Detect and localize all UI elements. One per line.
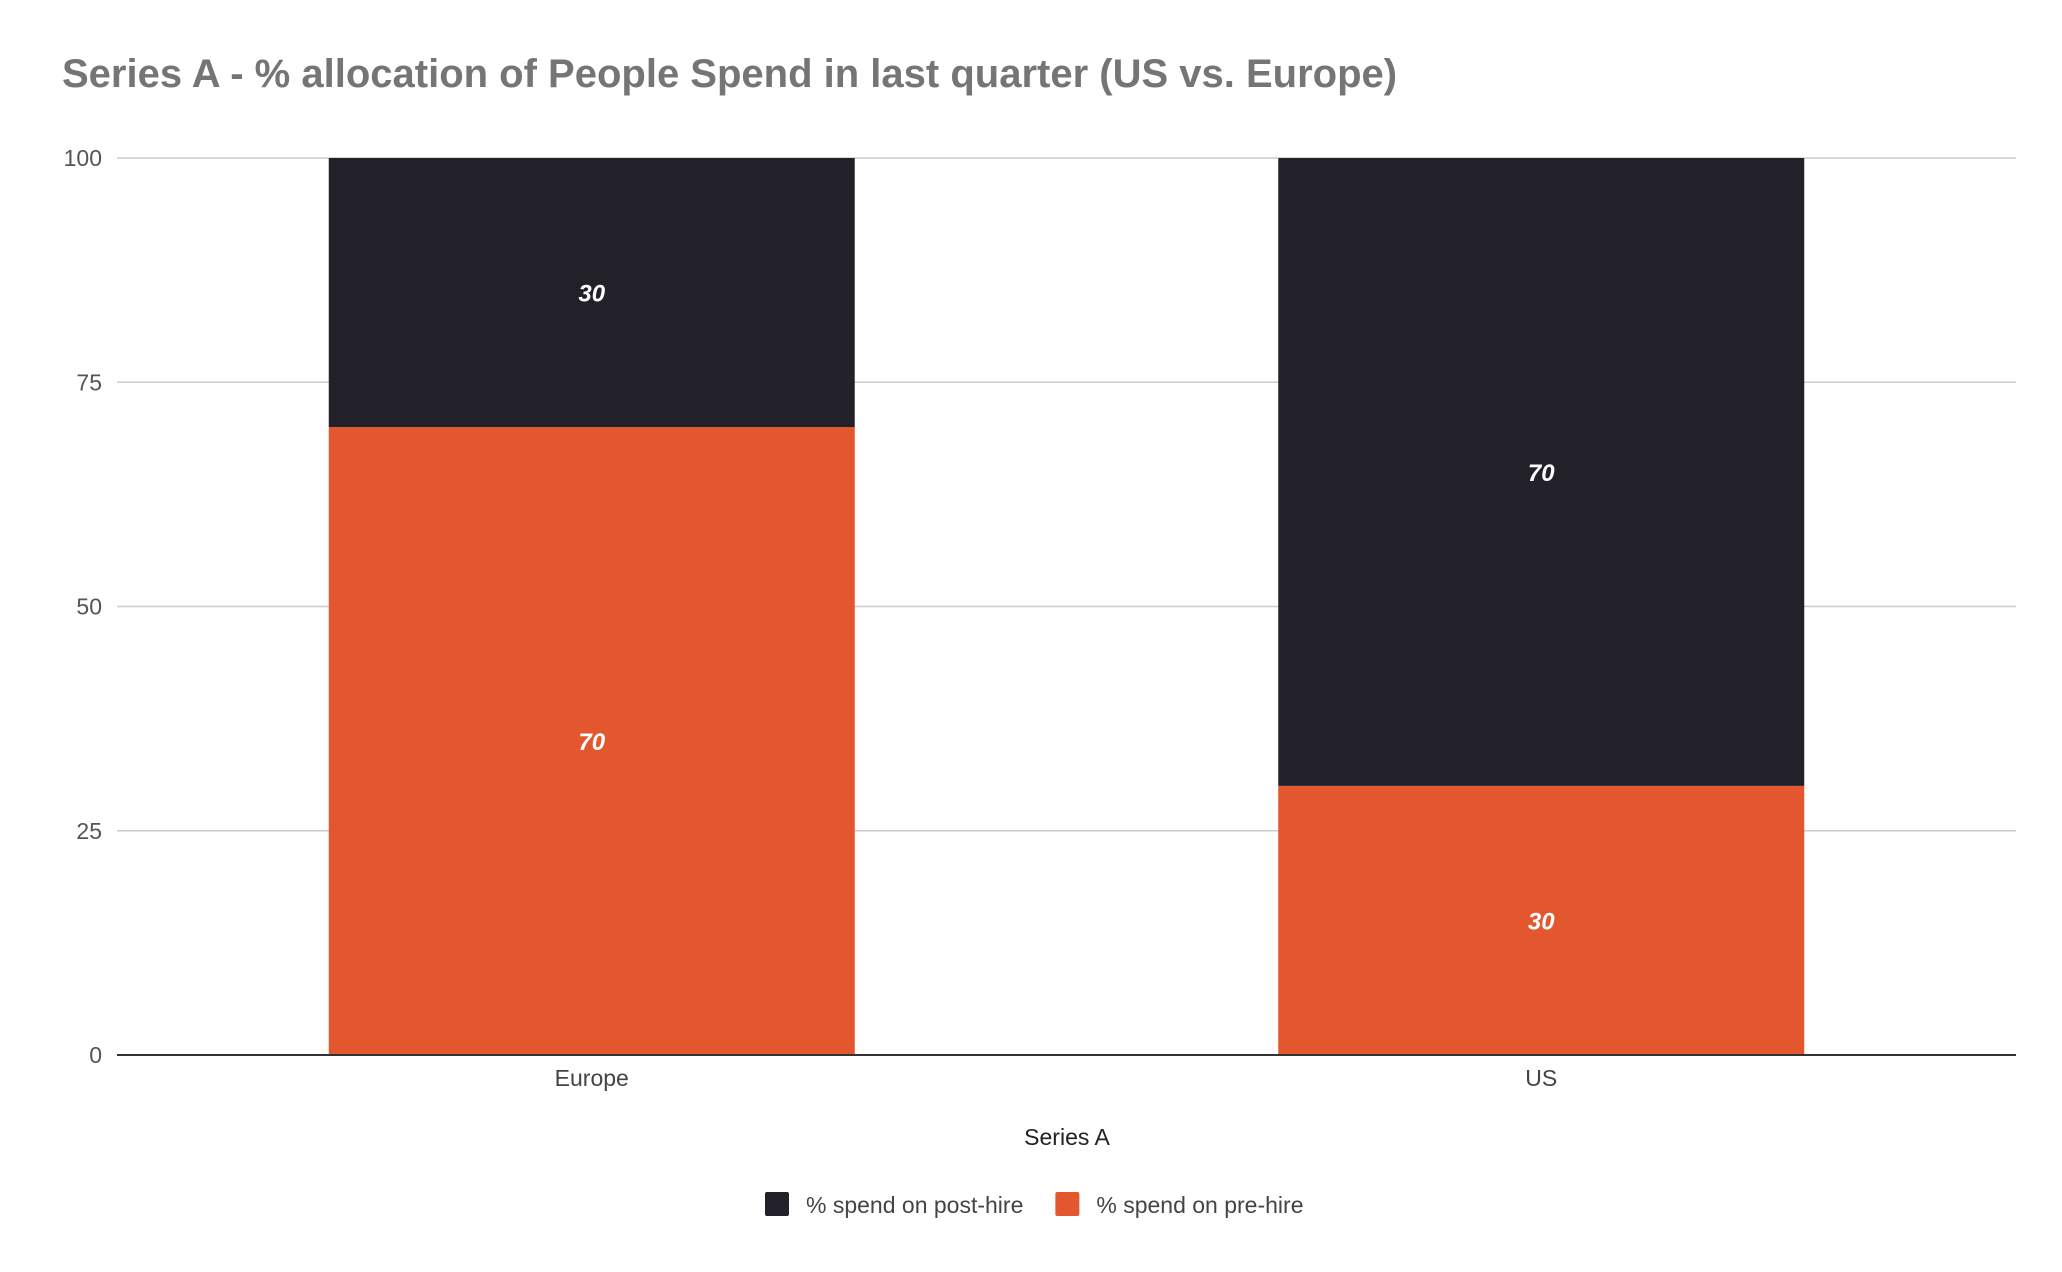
data-labels: 70 30 30 70 — [578, 281, 1555, 936]
bar-europe-post-hire — [328, 158, 855, 428]
bar-us-post-hire — [1278, 158, 1805, 786]
chart-title: Series A - % allocation of People Spend … — [62, 52, 1398, 96]
x-axis-title: Series A — [1024, 1124, 1110, 1150]
y-tick-label: 75 — [76, 369, 102, 395]
legend-entry: % spend on post-hire — [806, 1192, 1023, 1218]
data-label: 30 — [578, 281, 605, 308]
y-tick-label: 25 — [76, 818, 102, 844]
legend-swatch — [1055, 1192, 1080, 1216]
bar-europe-pre-hire — [328, 427, 855, 1056]
bars — [328, 158, 1805, 1056]
y-tick-label: 0 — [89, 1042, 102, 1068]
bar-us-pre-hire — [1278, 785, 1805, 1055]
y-tick-label: 50 — [76, 594, 102, 620]
legend-swatch — [765, 1192, 789, 1216]
data-label: 70 — [578, 729, 605, 756]
y-tick-label: 100 — [64, 145, 102, 171]
legend-entry: % spend on pre-hire — [1096, 1192, 1303, 1218]
axes: 0 25 50 75 100 Europe US — [64, 145, 2016, 1091]
x-category-label: US — [1525, 1065, 1557, 1091]
x-category-label: Europe — [555, 1065, 629, 1091]
legend: % spend on post-hire % spend on pre-hire — [765, 1192, 1303, 1218]
data-label: 70 — [1528, 460, 1555, 487]
data-label: 30 — [1528, 908, 1555, 935]
